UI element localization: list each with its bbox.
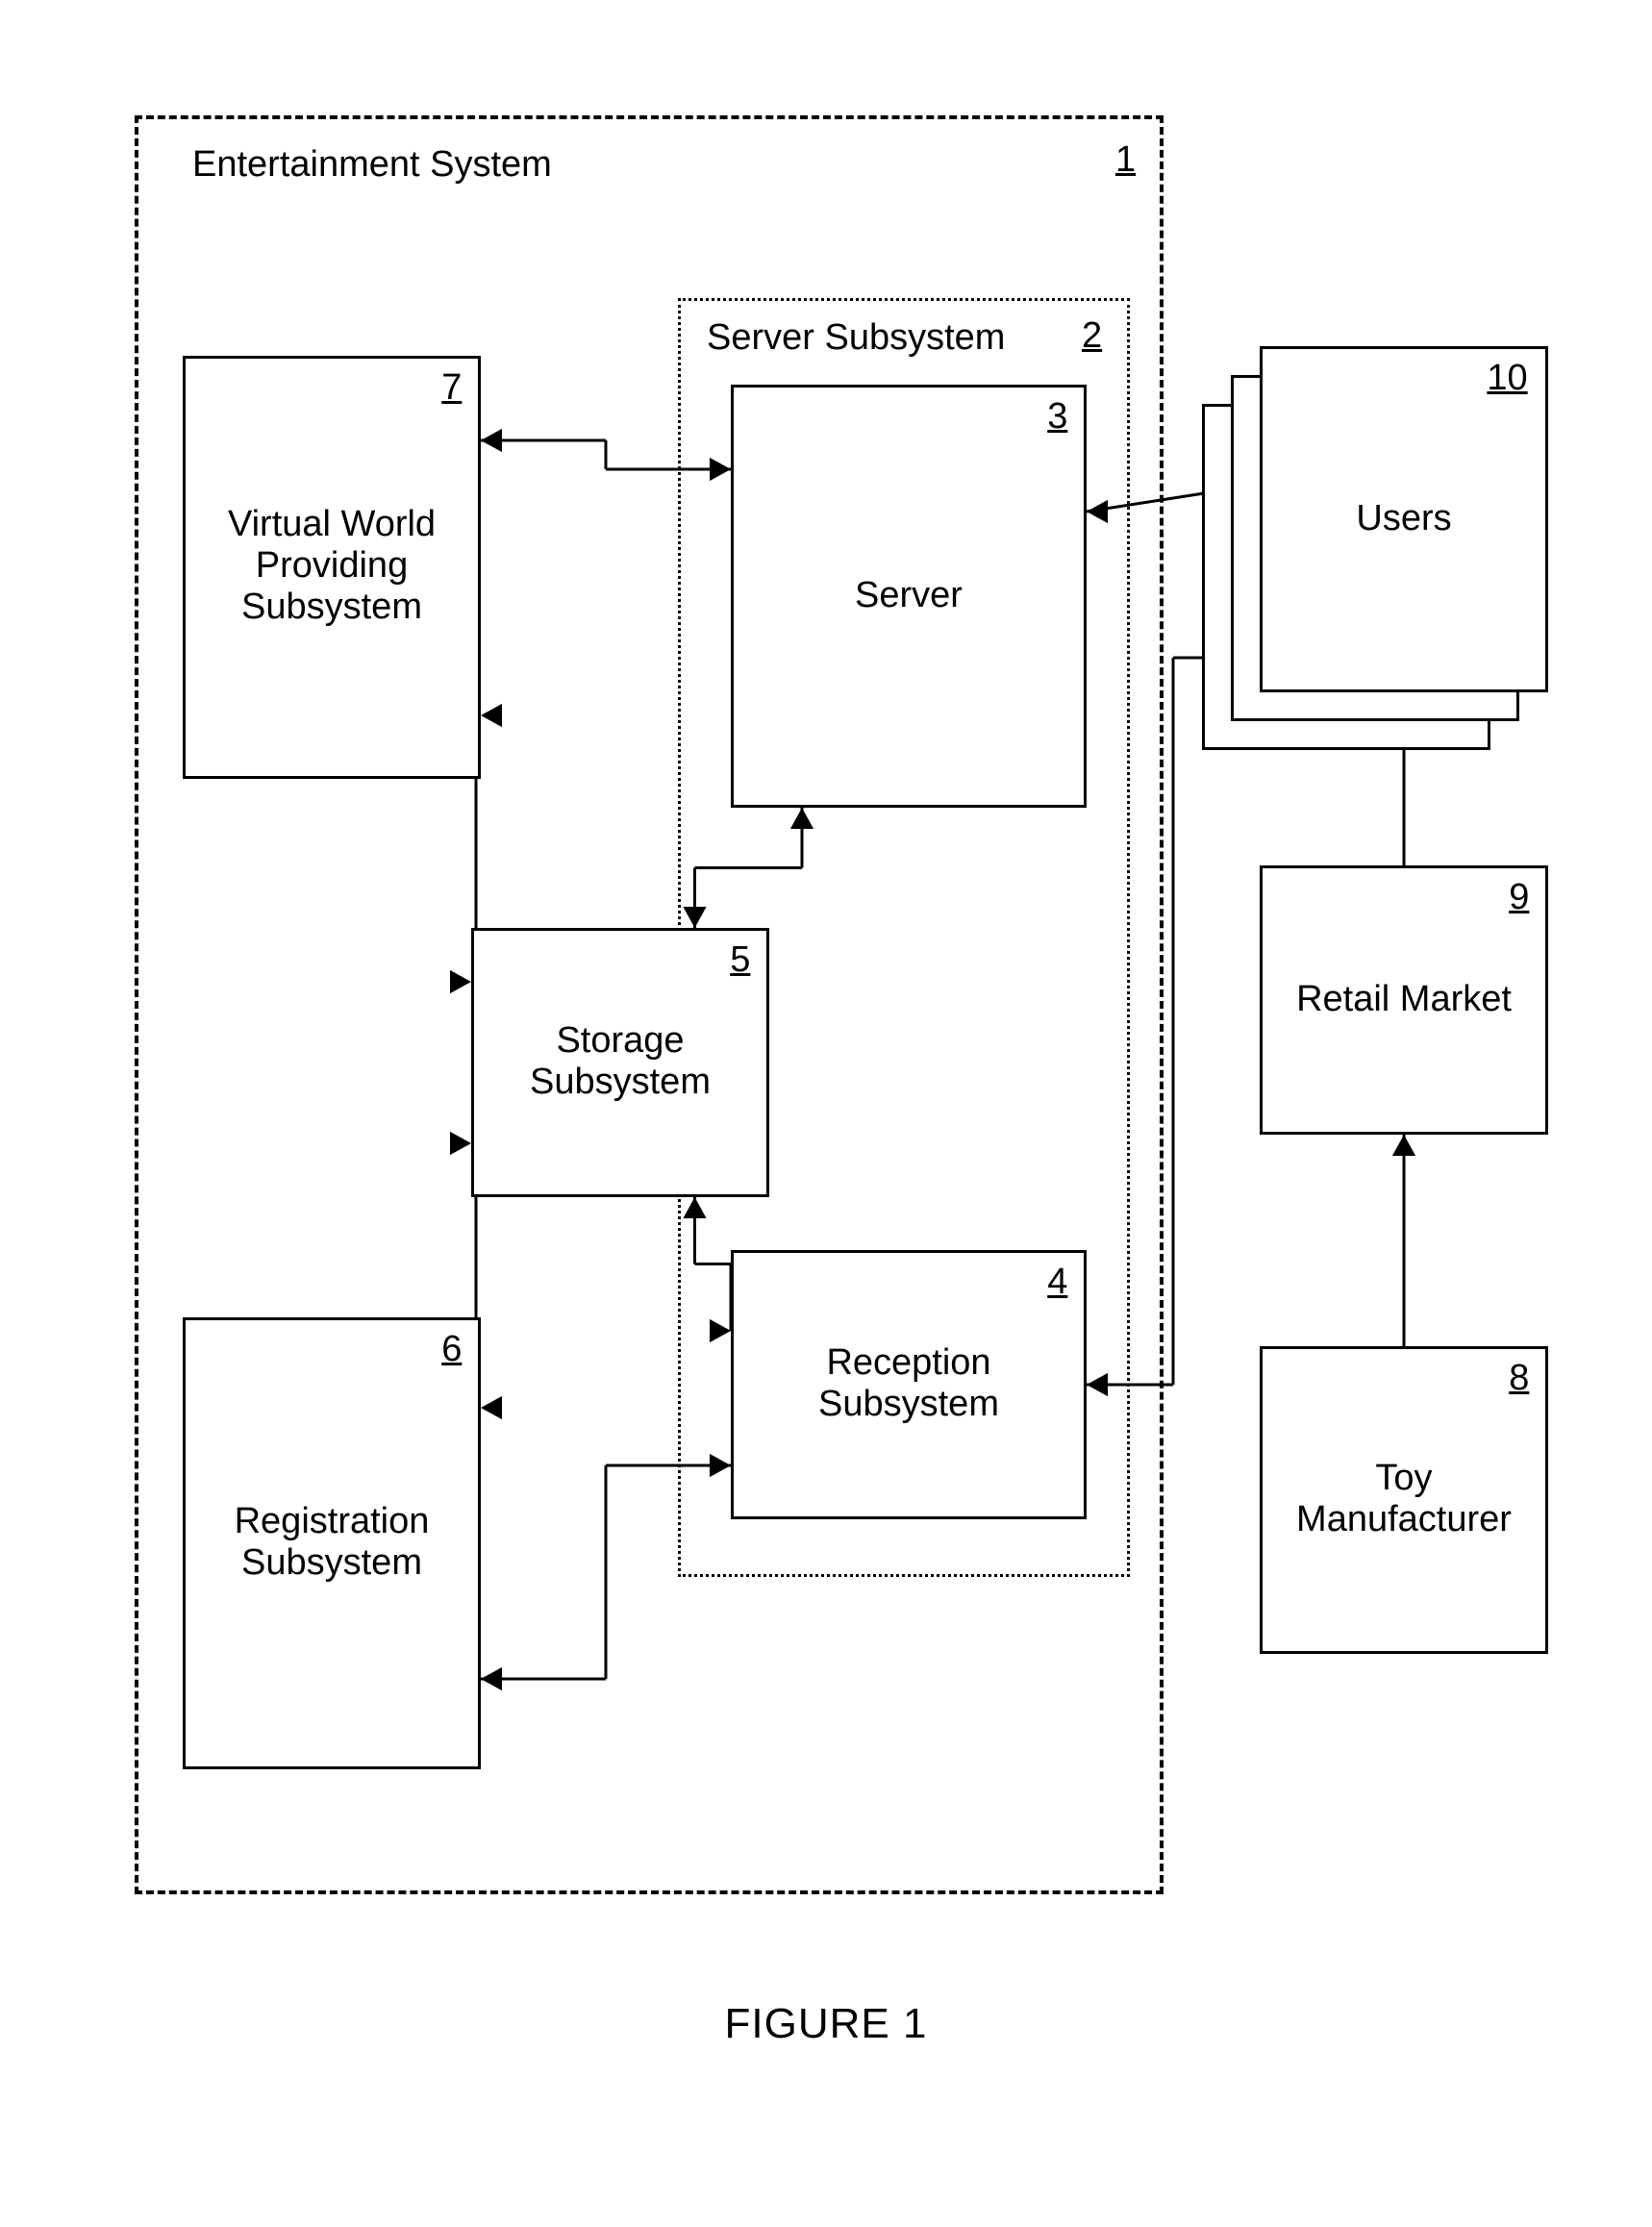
label-virtual-world: Virtual World Providing Subsystem xyxy=(183,504,481,628)
label-reception: Reception Subsystem xyxy=(731,1342,1087,1425)
diagram-stage: Entertainment System 1 Server Subsystem … xyxy=(0,0,1652,2227)
num-registration: 6 xyxy=(441,1329,462,1370)
label-retail: Retail Market xyxy=(1260,979,1548,1020)
label-storage: Storage Subsystem xyxy=(471,1020,769,1103)
num-reception: 4 xyxy=(1047,1262,1067,1303)
figure-caption: FIGURE 1 xyxy=(0,2000,1652,2048)
label-users: Users xyxy=(1260,498,1548,539)
label-server: Server xyxy=(731,575,1087,616)
num-server: 3 xyxy=(1047,396,1067,438)
num-retail: 9 xyxy=(1509,877,1529,918)
label-toy: Toy Manufacturer xyxy=(1260,1458,1548,1540)
label-registration: Registration Subsystem xyxy=(183,1501,481,1584)
num-toy: 8 xyxy=(1509,1358,1529,1399)
num-users: 10 xyxy=(1487,358,1527,399)
num-storage: 5 xyxy=(730,939,750,981)
num-virtual-world: 7 xyxy=(441,367,462,409)
